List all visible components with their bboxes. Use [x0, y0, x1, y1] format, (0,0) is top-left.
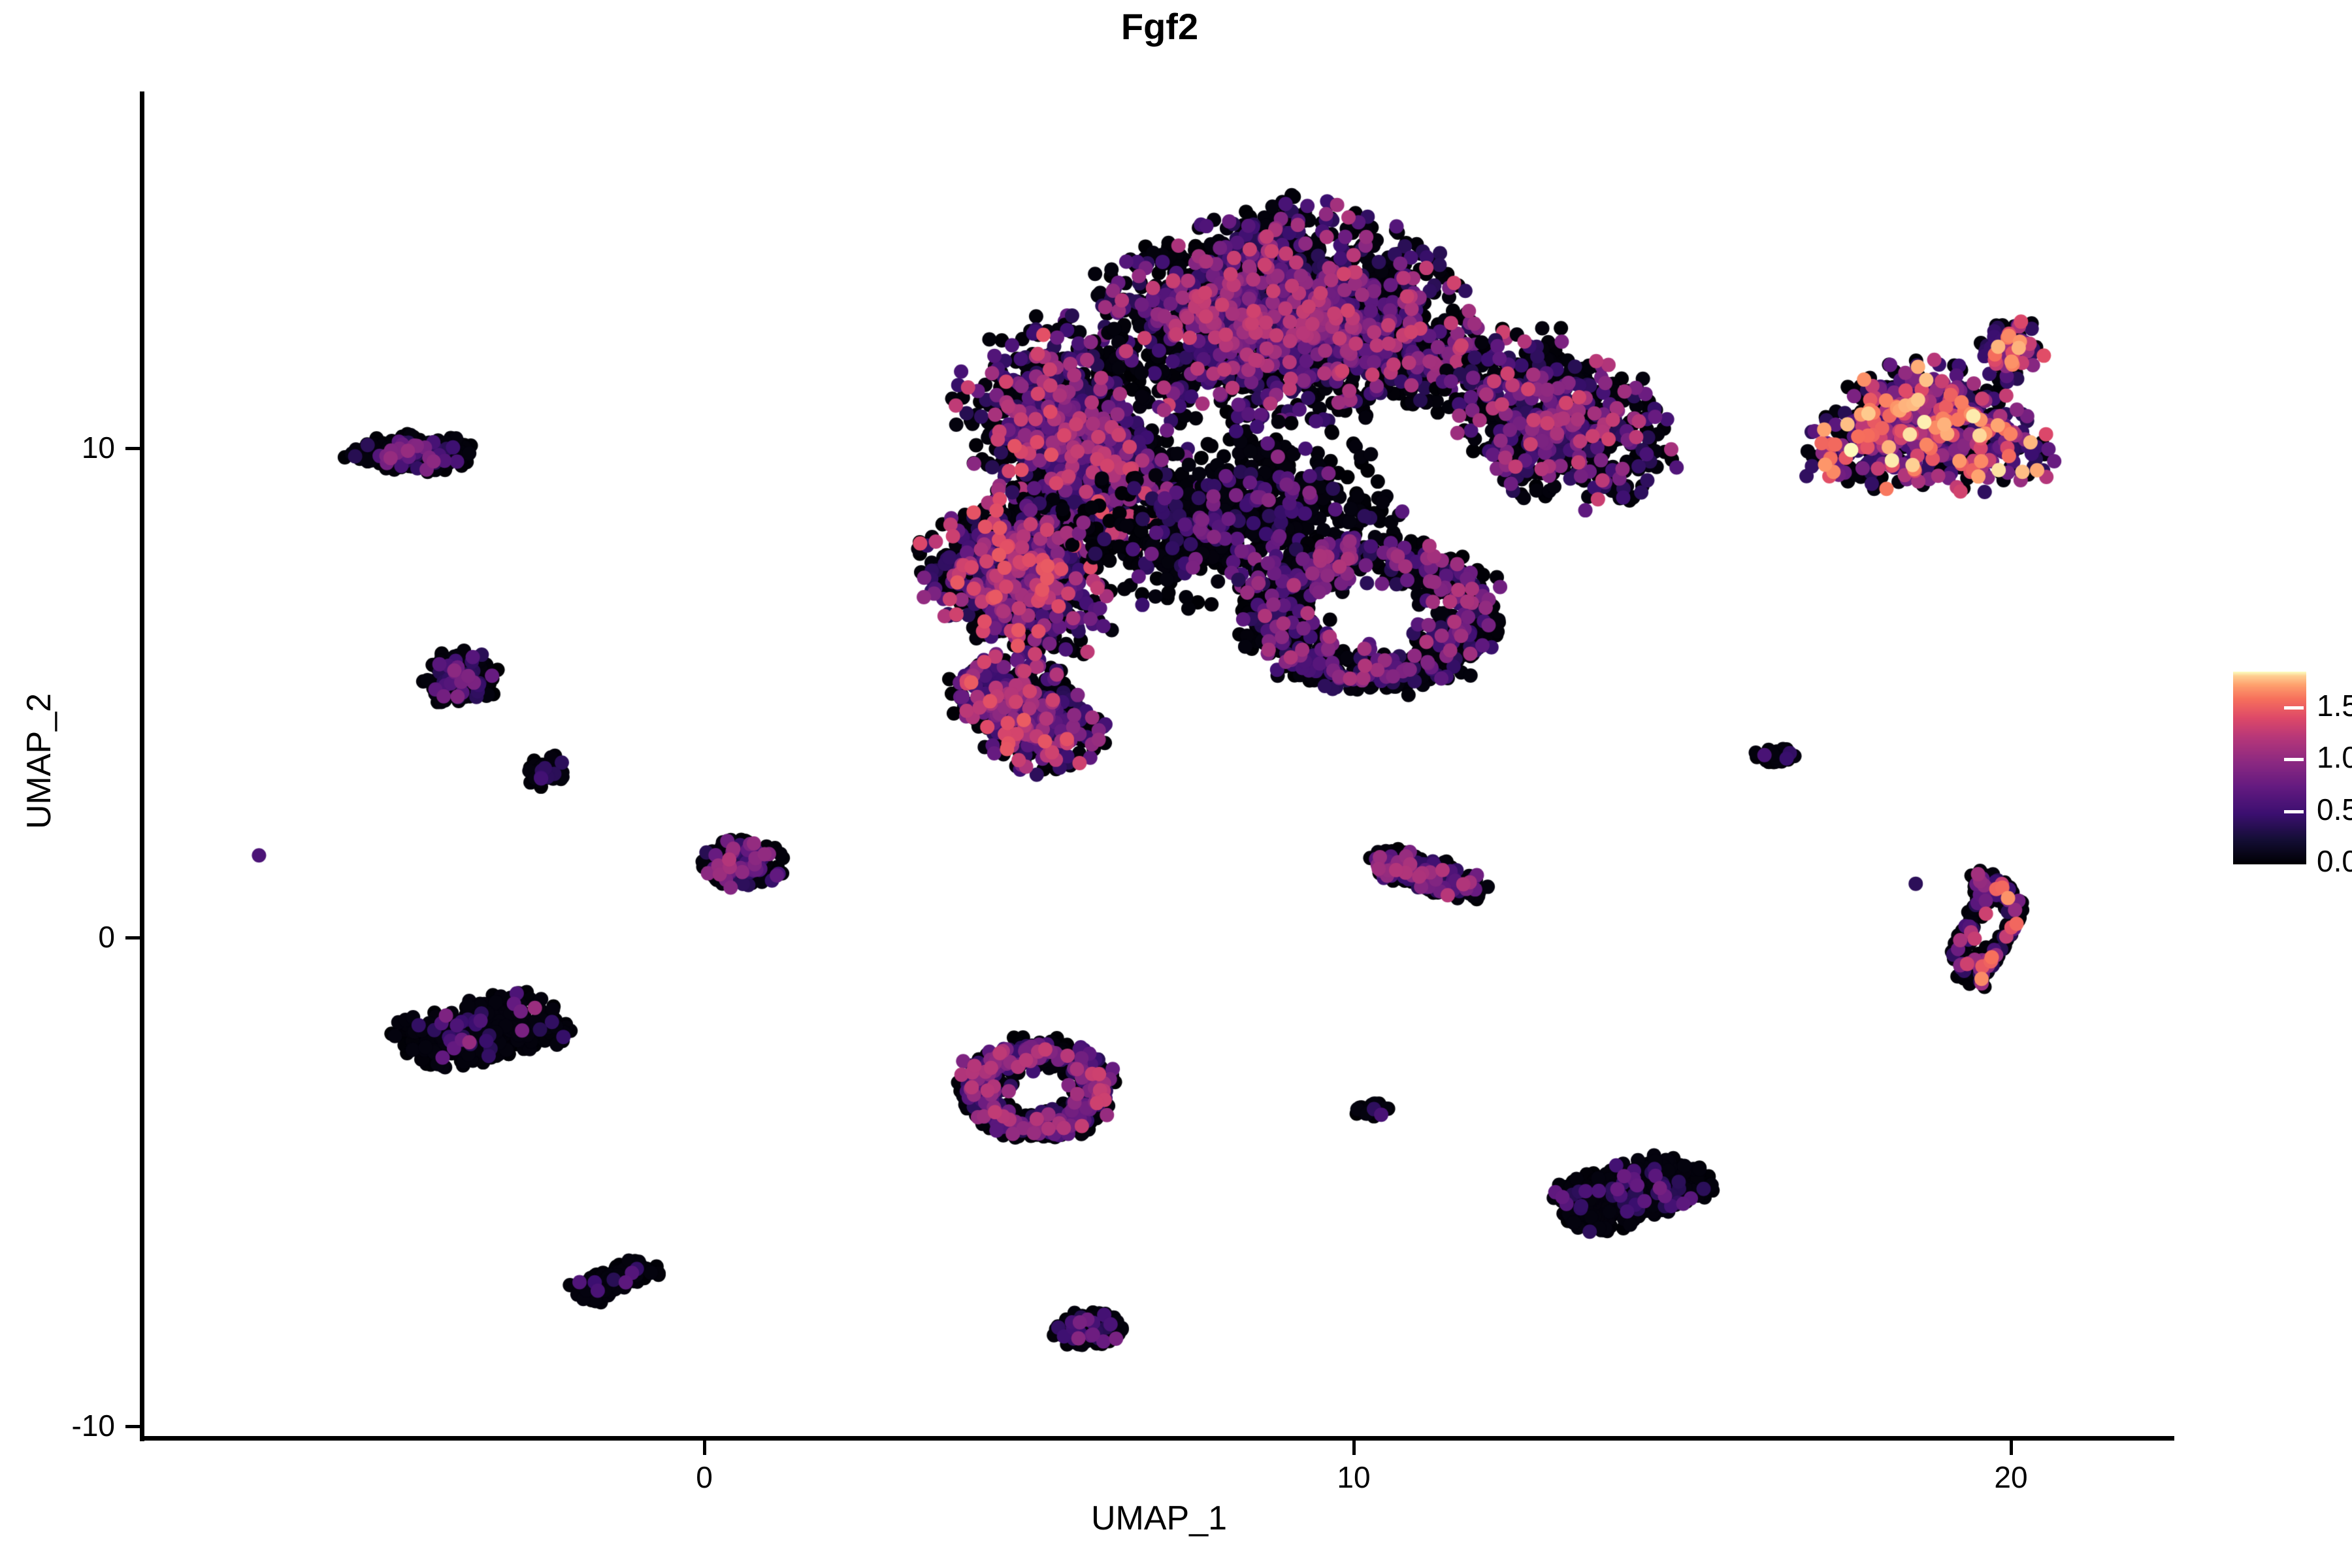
x-tick-mark-10 — [1352, 1441, 1356, 1455]
x-tick-mark-20 — [2010, 1441, 2013, 1455]
legend-tick-1-5 — [2284, 706, 2304, 710]
x-axis-line — [140, 1436, 2174, 1441]
color-legend: 1.5 1.0 0.5 0.0 — [2233, 669, 2352, 878]
y-tick-label-0: 0 — [98, 920, 115, 954]
x-tick-label-10: 10 — [1337, 1460, 1371, 1494]
y-tick-label-neg10: -10 — [71, 1409, 115, 1443]
legend-label-0-0: 0.0 — [2317, 844, 2352, 878]
y-tick-mark-neg10 — [125, 1425, 140, 1428]
y-axis-title: UMAP_2 — [20, 693, 58, 830]
legend-label-0-5: 0.5 — [2317, 792, 2352, 826]
x-tick-mark-0 — [703, 1441, 706, 1455]
legend-label-1-0: 1.0 — [2317, 740, 2352, 774]
y-tick-label-10: 10 — [81, 431, 115, 465]
x-axis-title: UMAP_1 — [1090, 1499, 1228, 1537]
y-tick-mark-0 — [125, 936, 140, 939]
umap-scatter-canvas — [144, 91, 2174, 1439]
legend-tick-1-0 — [2284, 758, 2304, 761]
legend-tick-0-5 — [2284, 810, 2304, 813]
y-tick-mark-10 — [125, 447, 140, 450]
legend-colorbar — [2233, 672, 2306, 864]
x-tick-label-0: 0 — [696, 1460, 713, 1494]
page-title: Fgf2 — [1120, 6, 1199, 47]
legend-label-1-5: 1.5 — [2317, 689, 2352, 723]
x-tick-label-20: 20 — [1994, 1460, 2028, 1494]
scatter-plot-panel — [144, 91, 2174, 1439]
y-axis-line — [140, 91, 144, 1441]
